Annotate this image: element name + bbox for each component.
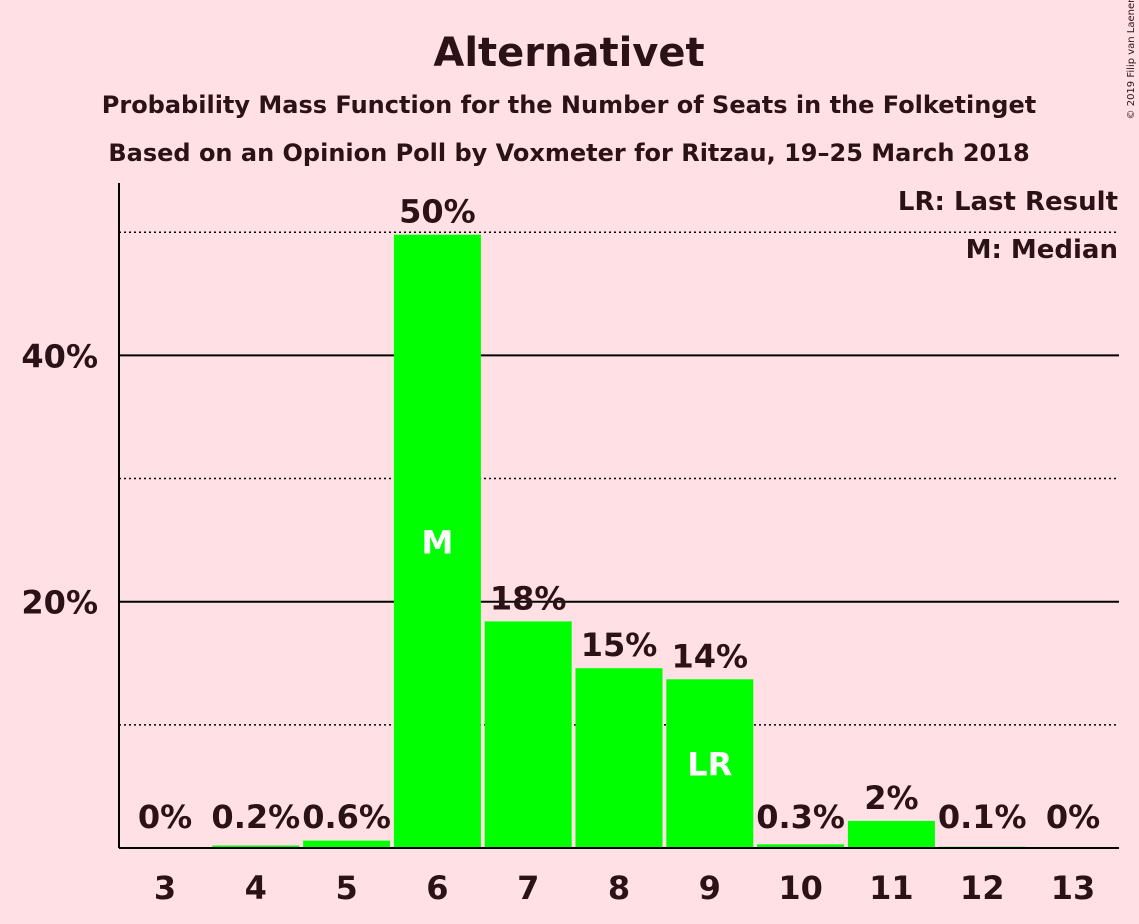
chart-subtitle-2: Based on an Opinion Poll by Voxmeter for…: [108, 139, 1029, 167]
value-label: 0%: [1046, 798, 1100, 836]
copyright-note: © 2019 Filip van Laenen: [1126, 0, 1137, 119]
x-tick-label: 9: [699, 869, 721, 907]
value-label: 0.1%: [938, 798, 1027, 836]
bar: [212, 845, 300, 848]
value-labels: 0% 0.2% 0.6% 50% M 18% 15% 14% LR 0.3% 2% 0.1% 0%: [138, 193, 1100, 836]
bar: [666, 679, 754, 848]
value-label: 15%: [581, 626, 658, 664]
chart-subtitle-1: Probability Mass Function for the Number…: [102, 91, 1036, 119]
value-label: 18%: [490, 579, 567, 617]
value-label: 50%: [399, 193, 476, 231]
x-tick-label: 6: [426, 869, 448, 907]
x-tick-label: 10: [778, 869, 823, 907]
x-tick-label: 7: [517, 869, 539, 907]
y-tick-label: 20%: [21, 584, 98, 622]
x-tick-label: 8: [608, 869, 630, 907]
y-tick-label: 40%: [21, 337, 98, 375]
axes: 20% 40% 3 4 5 6 7 8 9 10 11 12 13: [21, 183, 1119, 907]
chart-title: Alternativet: [433, 30, 704, 76]
gridlines: [119, 231, 1119, 726]
legend: LR: Last Result M: Median: [898, 187, 1118, 265]
x-tick-label: 11: [869, 869, 914, 907]
x-tick-label: 13: [1051, 869, 1096, 907]
bar-marker-m: M: [421, 523, 453, 561]
value-label: 14%: [672, 637, 749, 675]
bars: [212, 234, 1026, 848]
bar-marker-lr: LR: [687, 746, 732, 784]
x-tick-label: 4: [245, 869, 267, 907]
value-label: 0.2%: [211, 798, 300, 836]
value-label: 2%: [864, 779, 918, 817]
x-tick-label: 3: [154, 869, 176, 907]
bar: [393, 234, 481, 848]
value-label: 0.6%: [302, 798, 391, 836]
value-label: 0%: [138, 798, 192, 836]
bar: [575, 668, 663, 848]
bar: [847, 820, 935, 848]
legend-entry: LR: Last Result: [898, 187, 1118, 217]
bar: [757, 844, 845, 848]
bar: [303, 840, 391, 848]
x-tick-label: 5: [335, 869, 357, 907]
x-tick-label: 12: [960, 869, 1005, 907]
legend-entry: M: Median: [966, 235, 1118, 265]
bar: [484, 621, 572, 848]
value-label: 0.3%: [756, 798, 845, 836]
